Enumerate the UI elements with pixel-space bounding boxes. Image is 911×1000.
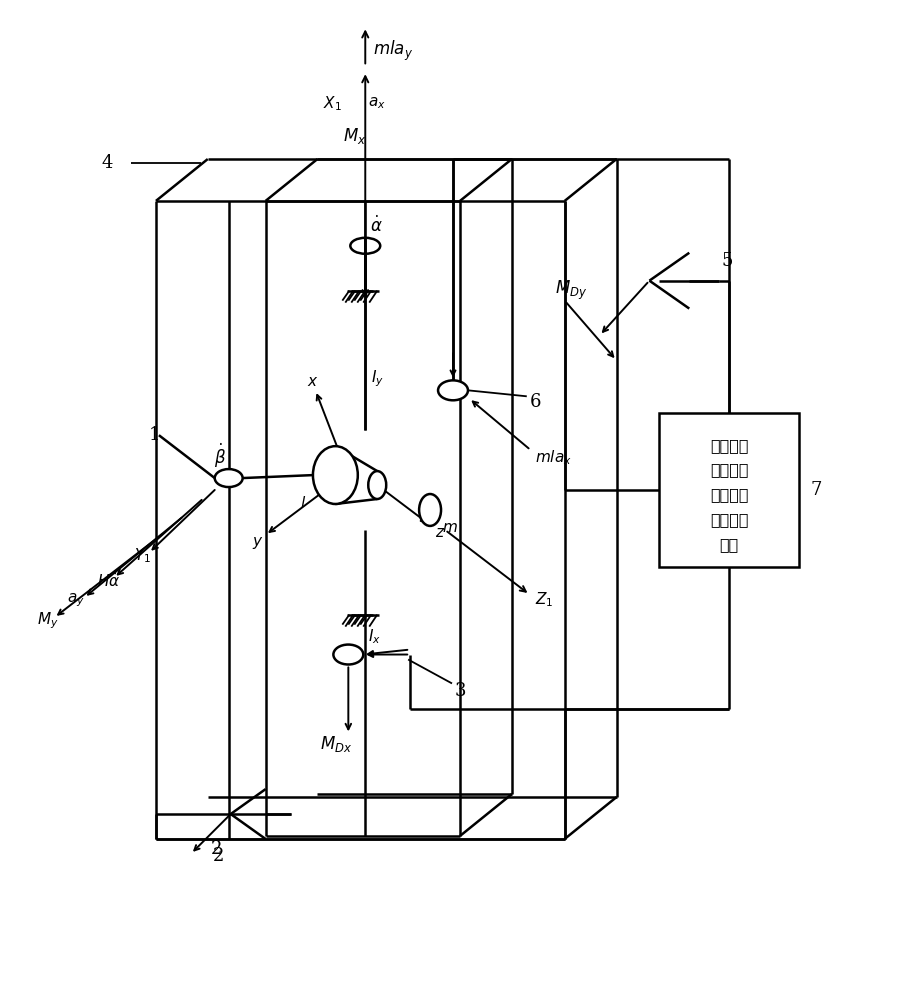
Text: 两轴一体: 两轴一体 — [709, 438, 748, 453]
Text: $M_x$: $M_x$ — [343, 126, 366, 146]
Text: $M_{Dx}$: $M_{Dx}$ — [320, 734, 353, 754]
Text: $X_1$: $X_1$ — [323, 94, 342, 113]
Text: $Y_1$: $Y_1$ — [134, 546, 151, 565]
Text: 2: 2 — [212, 847, 224, 865]
Ellipse shape — [333, 645, 363, 664]
Text: $m$: $m$ — [442, 521, 457, 535]
Text: 2: 2 — [210, 840, 222, 858]
Ellipse shape — [437, 380, 467, 400]
Text: $I_y$: $I_y$ — [371, 368, 384, 389]
Text: 7: 7 — [810, 481, 822, 499]
Text: 度计解耦: 度计解耦 — [709, 488, 748, 503]
Ellipse shape — [419, 494, 441, 526]
Text: 3: 3 — [455, 682, 466, 700]
Text: $mla_x$: $mla_x$ — [534, 449, 571, 467]
Ellipse shape — [312, 446, 357, 504]
Text: $\dot{\beta}$: $\dot{\beta}$ — [213, 442, 226, 470]
Text: 4: 4 — [101, 154, 112, 172]
Text: $O$: $O$ — [320, 464, 334, 481]
Text: $Z_1$: $Z_1$ — [534, 590, 553, 609]
Text: 伺服控制: 伺服控制 — [709, 512, 748, 527]
Text: $mla_y$: $mla_y$ — [373, 39, 413, 63]
Text: 5: 5 — [721, 252, 732, 270]
Ellipse shape — [214, 469, 242, 487]
Text: $I_x$: $I_x$ — [368, 627, 381, 646]
Ellipse shape — [368, 471, 385, 499]
Text: 6: 6 — [529, 393, 541, 411]
Text: $z$: $z$ — [435, 526, 445, 540]
Text: $a_y$: $a_y$ — [67, 592, 85, 609]
Text: $l$: $l$ — [300, 495, 306, 511]
Text: $M_{Dy}$: $M_{Dy}$ — [554, 279, 587, 302]
Text: $y$: $y$ — [251, 535, 263, 551]
Text: $M_y$: $M_y$ — [37, 610, 59, 631]
Text: 1: 1 — [148, 426, 160, 444]
Text: $a_x$: $a_x$ — [368, 95, 385, 111]
Text: 陀螺加速: 陀螺加速 — [709, 463, 748, 478]
Text: $x$: $x$ — [307, 375, 319, 389]
Text: 回路: 回路 — [719, 537, 738, 552]
Text: $\dot{\alpha}$: $\dot{\alpha}$ — [370, 216, 383, 236]
Text: $H\dot{\alpha}$: $H\dot{\alpha}$ — [97, 572, 120, 590]
